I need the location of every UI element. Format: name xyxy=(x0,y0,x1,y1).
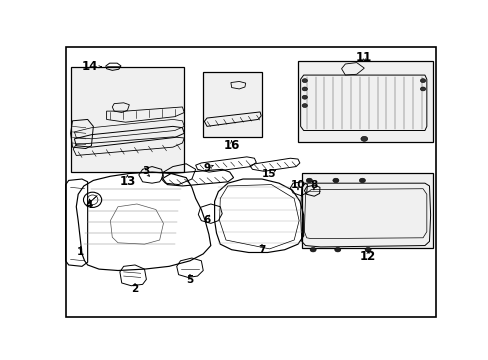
Circle shape xyxy=(302,95,307,99)
Text: 3: 3 xyxy=(142,166,150,176)
Bar xyxy=(297,61,431,141)
Bar xyxy=(70,67,184,172)
Circle shape xyxy=(360,136,367,141)
Bar xyxy=(297,61,431,141)
Circle shape xyxy=(359,178,365,183)
Circle shape xyxy=(309,247,316,252)
Circle shape xyxy=(302,87,307,91)
Bar xyxy=(203,72,262,138)
Text: 16: 16 xyxy=(223,139,239,152)
Circle shape xyxy=(420,79,425,82)
Circle shape xyxy=(365,247,370,252)
Bar xyxy=(203,72,262,138)
Bar xyxy=(301,174,432,248)
Text: 2: 2 xyxy=(131,284,139,294)
Text: 13: 13 xyxy=(119,175,135,188)
Circle shape xyxy=(302,104,307,108)
Text: 12: 12 xyxy=(359,250,375,263)
Text: 15: 15 xyxy=(261,169,276,179)
Text: 8: 8 xyxy=(310,180,317,190)
Circle shape xyxy=(305,178,312,183)
Text: 4: 4 xyxy=(86,199,93,210)
Circle shape xyxy=(302,79,307,82)
Bar xyxy=(70,67,184,172)
Circle shape xyxy=(334,247,340,252)
Text: 1: 1 xyxy=(77,247,84,257)
Text: 14: 14 xyxy=(81,60,98,73)
Text: 11: 11 xyxy=(355,51,372,64)
Text: 9: 9 xyxy=(203,163,210,174)
Circle shape xyxy=(420,87,425,91)
Bar xyxy=(301,174,432,248)
Circle shape xyxy=(332,178,338,183)
Text: 10: 10 xyxy=(290,180,305,190)
Text: 5: 5 xyxy=(186,275,193,285)
Text: 7: 7 xyxy=(258,245,265,255)
Text: 6: 6 xyxy=(203,215,210,225)
